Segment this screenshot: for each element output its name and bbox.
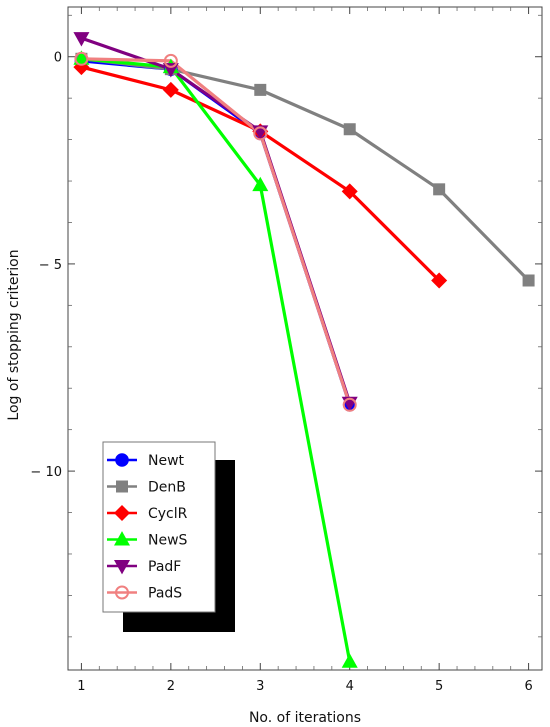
plot-border <box>67 6 543 671</box>
marker-diamond <box>114 505 130 521</box>
series-line-news <box>81 57 352 663</box>
marker-square <box>116 480 128 493</box>
marker-triangle-up <box>73 50 90 65</box>
legend-label-cyclr: CyclR <box>148 506 188 522</box>
x-tick-label: 2 <box>167 679 175 694</box>
legend-label-newt: Newt <box>148 453 185 469</box>
x-tick-label: 5 <box>435 679 443 694</box>
marker-diamond <box>431 272 448 289</box>
marker-open-circle <box>74 51 89 66</box>
series-line-denb <box>81 57 530 282</box>
x-tick-label: 4 <box>346 679 354 694</box>
marker-square <box>254 83 267 96</box>
marker-square <box>433 183 446 196</box>
marker-triangle-up <box>114 531 130 546</box>
series-line-padf <box>80 36 352 404</box>
legend-label-padf: PadF <box>148 559 181 575</box>
y-axis-title: Log of stopping criterion <box>6 249 22 420</box>
x-axis-title: No. of iterations <box>249 710 361 726</box>
marker-diamond <box>162 81 179 98</box>
y-tick-label: − 10 <box>30 465 62 480</box>
marker-diamond <box>341 183 358 200</box>
legend-label-pads: PadS <box>148 586 182 602</box>
legend-box <box>102 441 216 613</box>
marker-circle <box>115 453 129 467</box>
x-tick-label: 1 <box>77 679 85 694</box>
marker-triangle-up <box>252 176 269 192</box>
marker-square <box>522 274 535 287</box>
marker-triangle-down <box>73 32 90 47</box>
series-line-cyclr <box>81 65 441 282</box>
plot-frame <box>67 6 543 671</box>
marker-open-circle <box>163 53 178 68</box>
y-tick-label: 0 <box>54 51 62 66</box>
axis-ticks: 1 2 3 4 5 6 0 − 5 − 10 <box>30 7 542 694</box>
x-tick-label: 6 <box>524 679 532 694</box>
legend-label-news: NewS <box>148 533 188 549</box>
marker-square <box>343 123 356 136</box>
series-line-pads <box>81 57 352 406</box>
y-tick-label: − 5 <box>39 258 62 273</box>
legend: Newt DenB CyclR NewS PadF PadS <box>102 441 235 632</box>
series-markers <box>73 32 535 668</box>
marker-triangle-down <box>114 560 130 575</box>
marker-triangle-down <box>162 63 179 78</box>
marker-open-circle <box>115 585 129 600</box>
marker-open-circle <box>253 126 268 141</box>
marker-triangle-up <box>341 653 358 668</box>
x-tick-label: 3 <box>256 679 264 694</box>
marker-open-circle <box>342 397 357 412</box>
legend-label-denb: DenB <box>148 480 186 496</box>
